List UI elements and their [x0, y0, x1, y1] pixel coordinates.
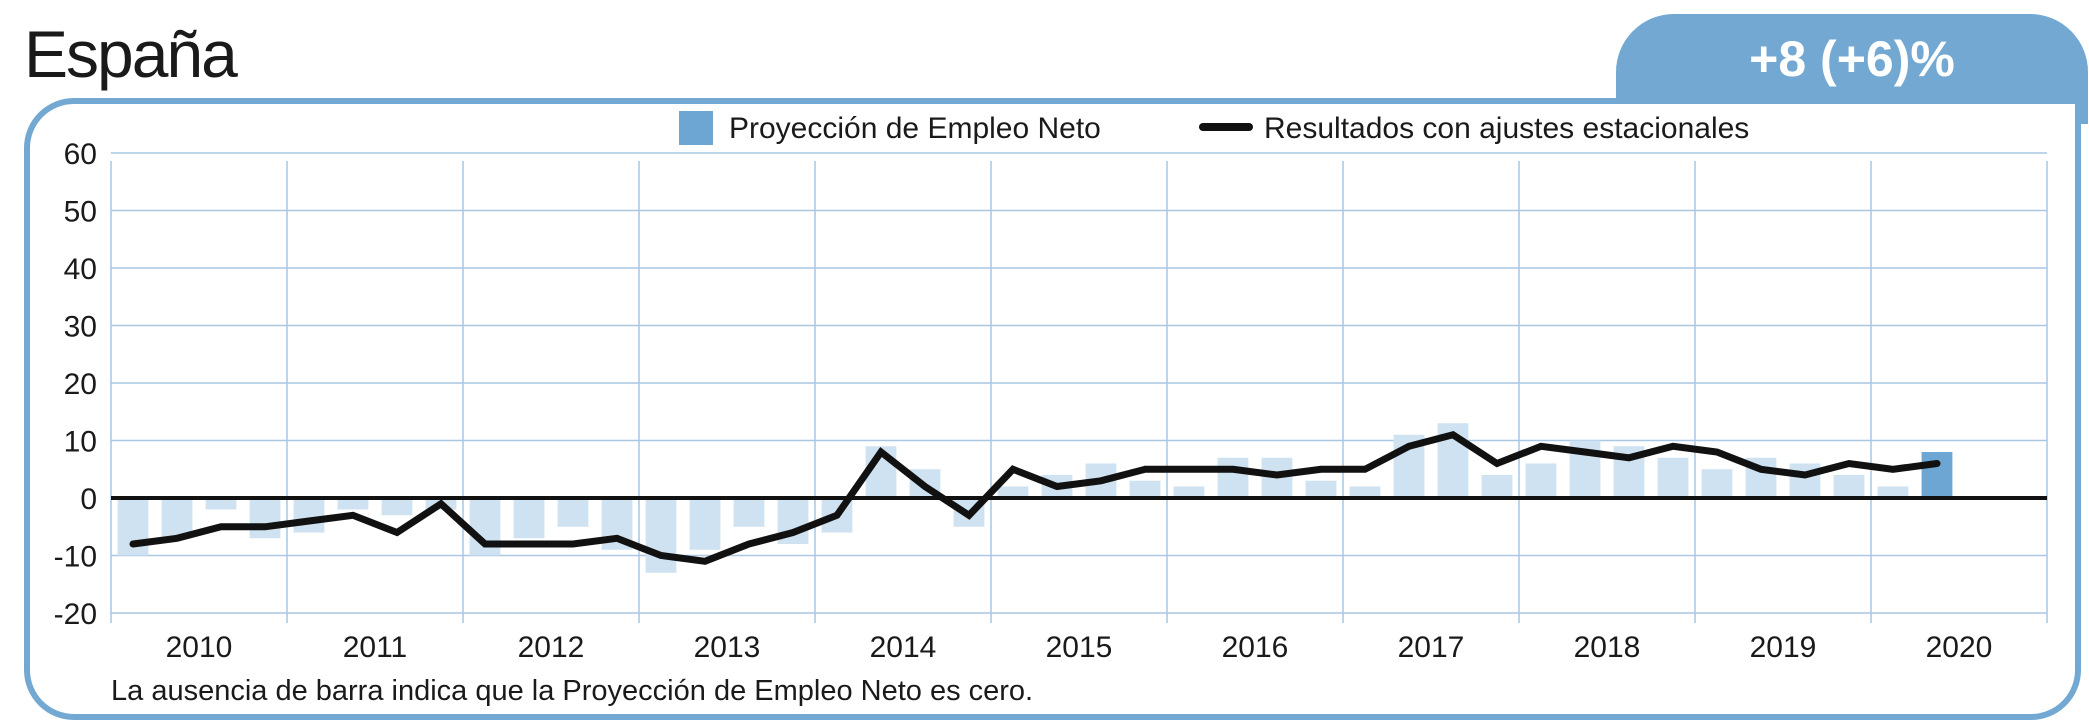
bar [1481, 475, 1513, 498]
x-tick-label: 2011 [343, 631, 408, 664]
y-tick-label: 20 [64, 368, 97, 401]
y-tick-label: 10 [64, 426, 97, 459]
chart-panel [24, 98, 2081, 720]
y-tick-label: 30 [64, 311, 97, 344]
legend: Proyección de Empleo Neto Resultados con… [679, 111, 1749, 145]
bar [249, 498, 281, 539]
line-series [129, 431, 1941, 565]
bar [161, 498, 193, 539]
y-tick-label: -10 [54, 541, 97, 574]
x-tick-label: 2017 [1398, 631, 1465, 664]
bar [1701, 469, 1733, 498]
footnote: La ausencia de barra indica que la Proye… [111, 675, 1034, 707]
bar [1305, 480, 1337, 498]
bar [381, 498, 413, 516]
bar [1833, 475, 1865, 498]
bar [1217, 457, 1249, 498]
bar [1349, 486, 1381, 498]
x-tick-label: 2018 [1574, 631, 1641, 664]
bar [689, 498, 721, 550]
x-axis-ticks: 2010 2011 2012 2013 2014 2015 2016 2017 2018 2019… [166, 631, 1993, 664]
y-tick-label: 50 [64, 196, 97, 229]
bar [1657, 457, 1689, 498]
bar [645, 498, 677, 573]
change-badge: +8 (+6)% [1749, 31, 1955, 87]
legend-bar-swatch [679, 111, 713, 145]
x-tick-label: 2013 [694, 631, 761, 664]
bar [557, 498, 589, 527]
bar [1525, 463, 1557, 498]
bar [513, 498, 545, 539]
bar [1129, 480, 1161, 498]
seasonal-line [129, 431, 1941, 565]
x-tick-label: 2016 [1222, 631, 1289, 664]
x-tick-label: 2015 [1046, 631, 1113, 664]
x-tick-label: 2010 [166, 631, 233, 664]
x-tick-label: 2014 [870, 631, 937, 664]
bar [1877, 486, 1909, 498]
y-tick-label: 60 [64, 138, 97, 171]
bar [1173, 486, 1205, 498]
y-tick-label: 0 [80, 483, 97, 516]
bar [293, 498, 325, 533]
page-title: España [24, 17, 238, 91]
bar [997, 486, 1029, 498]
y-axis-ticks: 60 50 40 30 20 10 0 -10 -20 [54, 138, 97, 631]
grid [110, 152, 2048, 623]
x-tick-label: 2020 [1926, 631, 1993, 664]
bar [337, 498, 369, 510]
bar [733, 498, 765, 527]
legend-bar-label: Proyección de Empleo Neto [729, 112, 1101, 145]
bar [205, 498, 237, 510]
x-tick-label: 2019 [1750, 631, 1817, 664]
legend-line-label: Resultados con ajustes estacionales [1264, 112, 1749, 145]
y-tick-label: -20 [54, 598, 97, 631]
bar-current [1921, 452, 1953, 498]
y-tick-label: 40 [64, 253, 97, 286]
x-tick-label: 2012 [518, 631, 585, 664]
